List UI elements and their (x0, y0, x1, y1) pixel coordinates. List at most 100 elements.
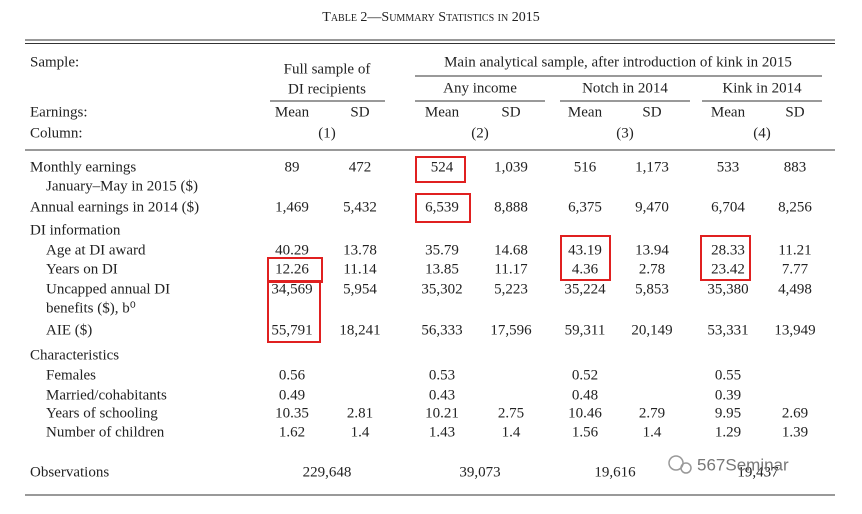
cell: 39,073 (459, 464, 500, 480)
cell: 1.29 (715, 424, 741, 440)
cell: 1.4 (351, 424, 370, 440)
cell: 8,888 (494, 199, 528, 215)
cell: 0.49 (279, 387, 305, 403)
cell: 14.68 (494, 242, 528, 258)
cell: 0.52 (572, 367, 598, 383)
cell: 4.36 (572, 261, 599, 277)
section-label: DI information (30, 222, 121, 238)
header-column: (3) (616, 125, 634, 141)
row-label: Females (46, 367, 96, 383)
highlight-box (700, 235, 751, 281)
row-label: AIE ($) (46, 322, 92, 338)
cell: 10.35 (275, 405, 309, 421)
row-label: Annual earnings in 2014 ($) (30, 199, 199, 215)
header-group: Main analytical sample, after introducti… (444, 54, 792, 70)
watermark-icon (668, 455, 692, 474)
header-column: (4) (753, 125, 771, 141)
cell: 55,791 (271, 322, 312, 338)
cell: 5,432 (343, 199, 377, 215)
header-label: Column: (30, 125, 83, 141)
header-stat: Mean (275, 104, 310, 120)
header-subgroup: Notch in 2014 (582, 80, 668, 96)
cell: 23.42 (711, 261, 745, 277)
header-subgroup: Any income (443, 80, 517, 96)
row-label: Monthly earnings (30, 159, 136, 175)
header-group: DI recipients (288, 81, 366, 97)
row-label: Married/cohabitants (46, 387, 167, 403)
header-stat: Mean (568, 104, 603, 120)
cell: 13.78 (343, 242, 377, 258)
cell: 6,375 (568, 199, 602, 215)
cell: 18,241 (339, 322, 380, 338)
watermark: 567Seminar (697, 455, 789, 474)
cell: 19,616 (594, 464, 636, 480)
cell: 1.43 (429, 424, 455, 440)
cell: 34,569 (271, 281, 312, 297)
cell: 89 (285, 159, 300, 175)
cell: 40.29 (275, 242, 309, 258)
cell: 56,333 (421, 322, 462, 338)
cell: 20,149 (631, 322, 672, 338)
cell: 9.95 (715, 405, 741, 421)
cell: 7.77 (782, 261, 809, 277)
header-stat: Mean (711, 104, 746, 120)
row-label: Years on DI (46, 261, 118, 277)
cell: 10.21 (425, 405, 459, 421)
row-label: Age at DI award (46, 242, 146, 258)
cell: 17,596 (490, 322, 532, 338)
header-column: (1) (318, 125, 336, 141)
header-group: Full sample of (284, 61, 371, 77)
cell: 13,949 (774, 322, 815, 338)
cell: 1.56 (572, 424, 599, 440)
cell: 229,648 (303, 464, 352, 480)
cell: 0.56 (279, 367, 306, 383)
cell: 516 (574, 159, 597, 175)
cell: 5,954 (343, 281, 377, 297)
cell: 59,311 (565, 322, 606, 338)
cell: 2.75 (498, 405, 524, 421)
cell: 5,853 (635, 281, 669, 297)
cell: 0.39 (715, 387, 741, 403)
cell: 533 (717, 159, 740, 175)
header-label: Earnings: (30, 104, 88, 120)
cell: 13.94 (635, 242, 669, 258)
header-stat: Mean (425, 104, 460, 120)
cell: 11.17 (494, 261, 528, 277)
cell: 2.69 (782, 405, 808, 421)
header-stat: SD (350, 104, 369, 120)
row-label: January–May in 2015 ($) (46, 178, 198, 194)
cell: 1,173 (635, 159, 669, 175)
cell: 524 (431, 159, 454, 175)
cell: 28.33 (711, 242, 745, 258)
cell: 1,469 (275, 199, 309, 215)
cell: 43.19 (568, 242, 602, 258)
section-label: Characteristics (30, 347, 119, 363)
cell: 1.62 (279, 424, 305, 440)
cell: 6,704 (711, 199, 745, 215)
cell: 35,302 (421, 281, 462, 297)
cell: 4,498 (778, 281, 812, 297)
cell: 12.26 (275, 261, 309, 277)
highlight-box (560, 235, 611, 281)
cell: 13.85 (425, 261, 459, 277)
highlight-box (267, 280, 321, 343)
row-label: Years of schooling (46, 405, 158, 421)
cell: 9,470 (635, 199, 669, 215)
header-stat: SD (501, 104, 520, 120)
cell: 0.55 (715, 367, 741, 383)
cell: 11.14 (343, 261, 377, 277)
cell: 35,380 (707, 281, 748, 297)
cell: 6,539 (425, 199, 459, 215)
row-label: Uncapped annual DI (46, 281, 170, 297)
cell: 0.43 (429, 387, 455, 403)
row-label: benefits ($), b⁰ (46, 300, 136, 316)
cell: 2.79 (639, 405, 665, 421)
cell: 53,331 (707, 322, 748, 338)
header-stat: SD (642, 104, 661, 120)
cell: 10.46 (568, 405, 602, 421)
cell: 35.79 (425, 242, 459, 258)
cell: 2.81 (347, 405, 373, 421)
row-label: Number of children (46, 424, 165, 440)
cell: 19,437 (737, 464, 779, 480)
